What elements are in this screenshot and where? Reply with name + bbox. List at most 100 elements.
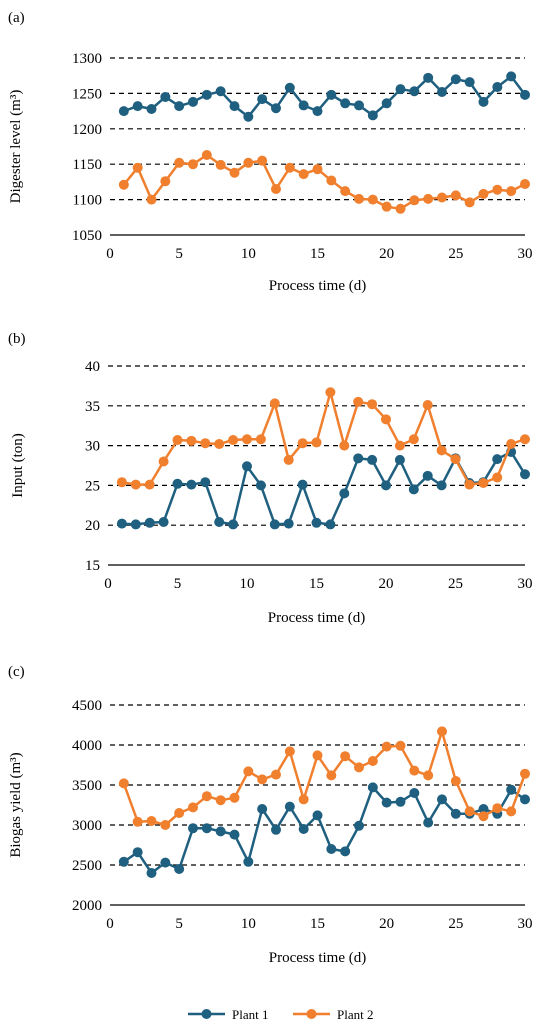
data-point xyxy=(437,794,447,805)
data-point xyxy=(395,740,406,751)
data-point xyxy=(188,159,198,170)
data-point xyxy=(340,98,351,109)
data-point xyxy=(464,77,475,88)
data-point xyxy=(283,518,294,529)
x-tick-label: 15 xyxy=(310,916,325,932)
data-point xyxy=(146,194,157,205)
x-axis-title: Process time (d) xyxy=(268,610,365,626)
y-tick-label: 2000 xyxy=(72,898,102,914)
x-tick-label: 5 xyxy=(174,576,182,592)
data-point xyxy=(520,794,530,805)
data-point xyxy=(367,454,378,465)
x-tick-label: 10 xyxy=(241,246,256,262)
data-point xyxy=(200,477,211,488)
data-point xyxy=(492,454,503,465)
series-plant2 xyxy=(116,387,530,490)
data-point xyxy=(284,746,295,757)
data-point xyxy=(381,741,392,752)
data-point xyxy=(257,94,268,105)
x-tick-label: 0 xyxy=(104,576,112,592)
data-point xyxy=(409,765,420,776)
data-point xyxy=(242,434,252,445)
y-axis-title: Input (ton) xyxy=(10,433,26,498)
data-point xyxy=(394,454,405,465)
data-point xyxy=(339,440,350,451)
data-point xyxy=(215,86,226,97)
data-point xyxy=(464,479,475,490)
x-tick-label: 5 xyxy=(175,916,183,932)
data-point xyxy=(242,461,252,472)
data-point xyxy=(408,434,419,445)
y-tick-label: 3500 xyxy=(72,778,102,794)
data-point xyxy=(450,74,461,85)
data-point xyxy=(146,868,157,878)
data-point xyxy=(215,826,226,837)
x-tick-label: 25 xyxy=(448,916,463,932)
data-point xyxy=(160,176,171,187)
data-point xyxy=(326,770,337,781)
data-point xyxy=(492,82,503,93)
y-tick-label: 2500 xyxy=(72,858,102,874)
x-tick-label: 10 xyxy=(241,916,256,932)
data-point xyxy=(408,484,419,495)
data-point xyxy=(174,101,185,112)
legend-plant2-marker xyxy=(306,1009,317,1019)
data-point xyxy=(201,89,212,100)
data-point xyxy=(283,454,294,465)
data-point xyxy=(188,802,198,813)
data-point xyxy=(312,810,323,821)
data-point xyxy=(144,479,155,490)
chart-panel-3: (c) 2000 2500 3000 3500 4000 4500 0 5 10 15 20 25 30 P… xyxy=(8,664,533,966)
data-point xyxy=(367,756,378,766)
y-tick-label: 1200 xyxy=(72,122,102,138)
y-tick-label: 1050 xyxy=(72,228,102,244)
data-point xyxy=(160,857,171,868)
data-point xyxy=(132,101,143,112)
data-point xyxy=(450,454,461,465)
data-point xyxy=(188,823,198,834)
data-point xyxy=(269,398,280,409)
data-point xyxy=(381,98,392,109)
data-point xyxy=(116,477,127,488)
y-tick-label: 4000 xyxy=(72,738,102,754)
data-point xyxy=(395,796,406,807)
data-point xyxy=(228,435,239,446)
data-point xyxy=(243,766,254,777)
data-point xyxy=(395,84,406,95)
series-plant1 xyxy=(118,71,530,122)
data-point xyxy=(340,846,351,857)
data-point xyxy=(229,101,240,112)
data-point xyxy=(478,188,489,199)
data-point xyxy=(269,519,280,530)
data-point xyxy=(146,103,157,114)
data-point xyxy=(506,784,517,795)
data-point xyxy=(229,792,240,803)
data-point xyxy=(437,192,447,203)
data-point xyxy=(326,844,337,854)
data-point xyxy=(506,186,517,197)
data-point xyxy=(172,478,183,489)
data-point xyxy=(354,193,364,204)
data-point xyxy=(257,804,268,814)
data-point xyxy=(492,472,503,483)
data-point xyxy=(118,856,129,867)
data-point xyxy=(312,106,323,117)
legend-plant2-label: Plant 2 xyxy=(337,1007,373,1022)
data-point xyxy=(437,726,447,737)
data-point xyxy=(437,86,447,97)
data-point xyxy=(381,414,391,425)
x-tick-label: 15 xyxy=(310,246,325,262)
x-tick-label: 15 xyxy=(309,576,324,592)
y-tick-label: 25 xyxy=(85,478,100,494)
data-point xyxy=(381,201,392,212)
data-point xyxy=(478,811,489,822)
data-point xyxy=(326,175,337,186)
data-point xyxy=(271,769,281,780)
x-tick-label: 0 xyxy=(106,916,114,932)
x-axis-title: Process time (d) xyxy=(269,278,366,294)
data-point xyxy=(297,438,308,449)
data-point xyxy=(354,100,364,111)
data-point xyxy=(118,179,129,190)
